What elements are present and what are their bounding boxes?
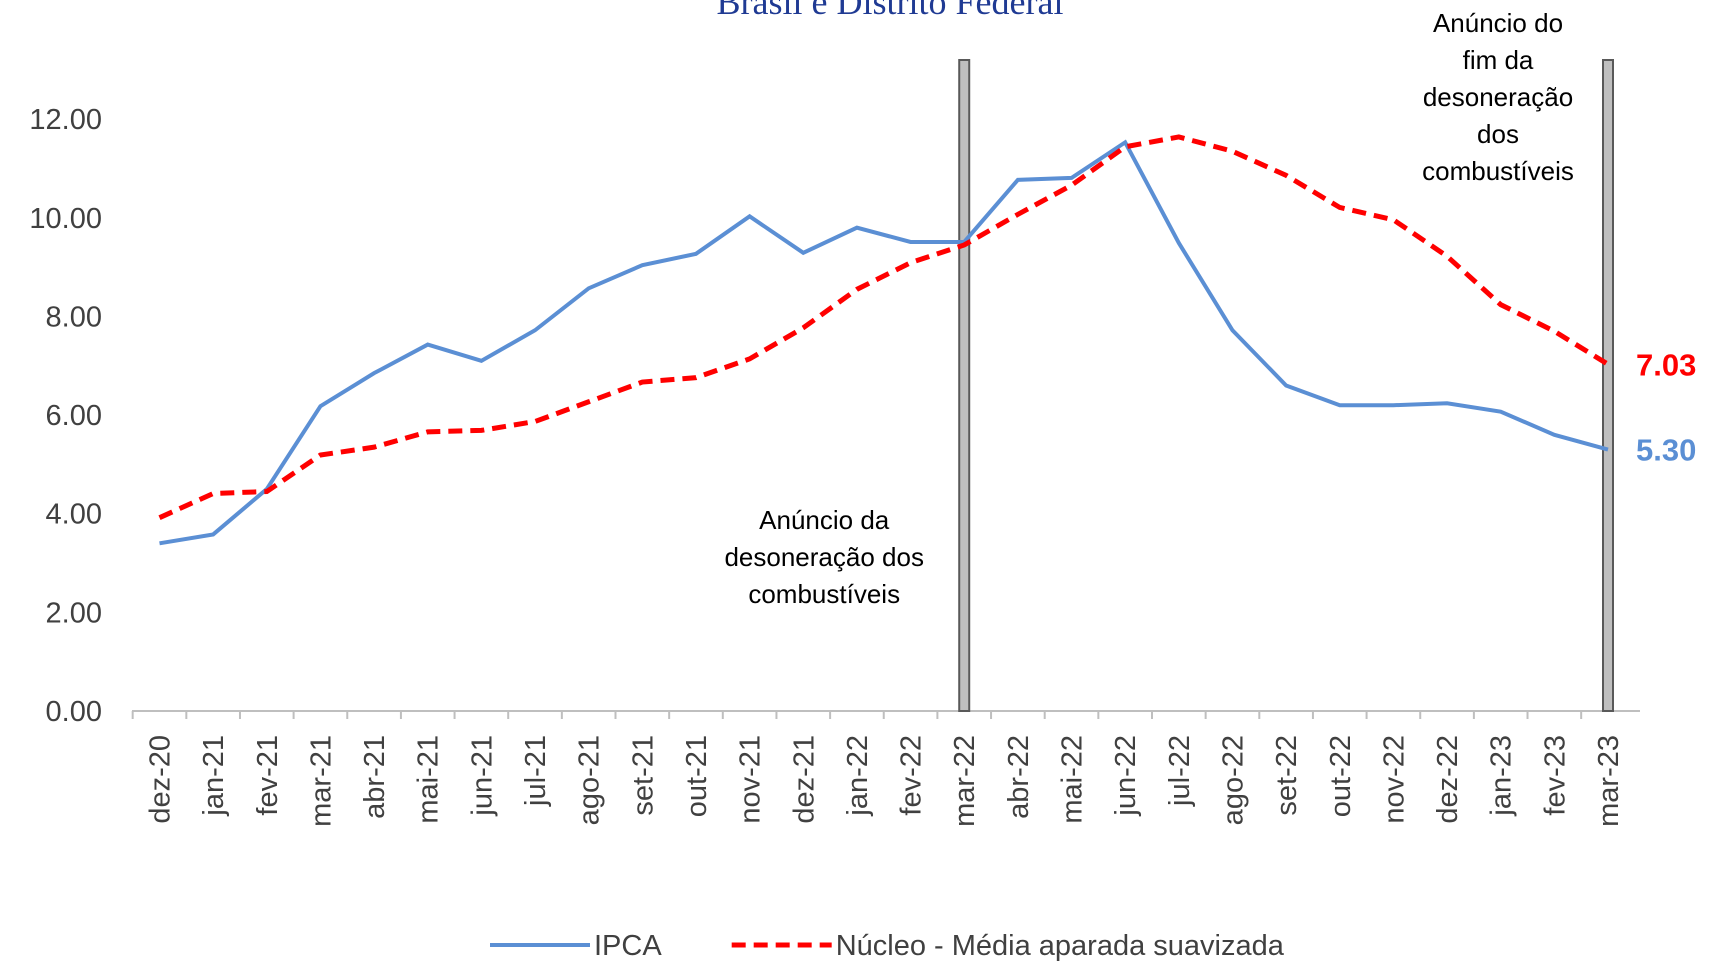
data-label: 7.03 xyxy=(1636,347,1696,382)
y-tick-label: 0.00 xyxy=(46,696,102,728)
annotation-text: fim da xyxy=(1463,45,1534,75)
x-tick-label: mar-22 xyxy=(949,735,981,827)
x-tick-label: jun-21 xyxy=(466,735,498,817)
y-tick-label: 10.00 xyxy=(29,203,102,235)
x-tick-label: fev-21 xyxy=(252,735,284,816)
x-tick-label: mai-21 xyxy=(413,735,445,824)
x-tick-label: mar-21 xyxy=(305,735,337,827)
x-tick-label: nov-21 xyxy=(735,735,767,824)
y-tick-label: 8.00 xyxy=(46,301,102,333)
x-tick-label: jul-22 xyxy=(1164,735,1196,807)
x-tick-label: mar-23 xyxy=(1593,735,1625,827)
x-tick-label: mai-22 xyxy=(1057,735,1089,824)
series-line xyxy=(159,139,1609,546)
annotation-text: combustíveis xyxy=(1422,156,1574,186)
x-tick-label: abr-22 xyxy=(1003,735,1035,819)
annotation-text: desoneração dos xyxy=(724,542,923,572)
x-tick-label: dez-22 xyxy=(1432,735,1464,824)
x-tick-label: set-21 xyxy=(627,735,659,816)
x-tick-label: jul-21 xyxy=(520,735,552,807)
legend-label: Núcleo - Média aparada suavizada xyxy=(836,930,1285,962)
x-tick-label: jan-22 xyxy=(842,735,874,817)
x-tick-label: jan-23 xyxy=(1486,735,1518,817)
x-tick-label: ago-21 xyxy=(574,735,606,825)
x-tick-label: out-21 xyxy=(681,735,713,817)
event-marker xyxy=(1602,59,1614,712)
annotation-text: Anúncio do xyxy=(1433,8,1563,38)
annotation-text: Anúncio da xyxy=(759,505,890,535)
annotation-text: dos xyxy=(1477,119,1519,149)
annotation-text: desoneração xyxy=(1423,82,1573,112)
y-tick-label: 12.00 xyxy=(29,104,102,136)
x-tick-label: nov-22 xyxy=(1378,735,1410,824)
event-marker xyxy=(958,59,971,712)
x-tick-label: fev-23 xyxy=(1539,735,1571,816)
x-tick-label: fev-22 xyxy=(896,735,928,816)
y-tick-label: 4.00 xyxy=(46,499,102,531)
x-tick-label: dez-21 xyxy=(788,735,820,824)
x-tick-label: dez-20 xyxy=(145,735,177,824)
y-tick-label: 6.00 xyxy=(46,400,102,432)
x-tick-label: jun-22 xyxy=(1110,735,1142,817)
x-tick-label: set-22 xyxy=(1271,735,1303,816)
y-tick-label: 2.00 xyxy=(46,597,102,629)
legend-label: IPCA xyxy=(594,930,662,962)
annotation-text: combustíveis xyxy=(748,579,900,609)
chart-title: Brasil e Distrito Federal xyxy=(717,0,1064,22)
data-label: 5.30 xyxy=(1636,433,1696,468)
x-tick-label: abr-21 xyxy=(359,735,391,819)
x-tick-label: ago-22 xyxy=(1217,735,1249,825)
x-tick-label: out-22 xyxy=(1325,735,1357,817)
series-line xyxy=(158,134,1610,520)
x-tick-label: jan-21 xyxy=(198,735,230,817)
